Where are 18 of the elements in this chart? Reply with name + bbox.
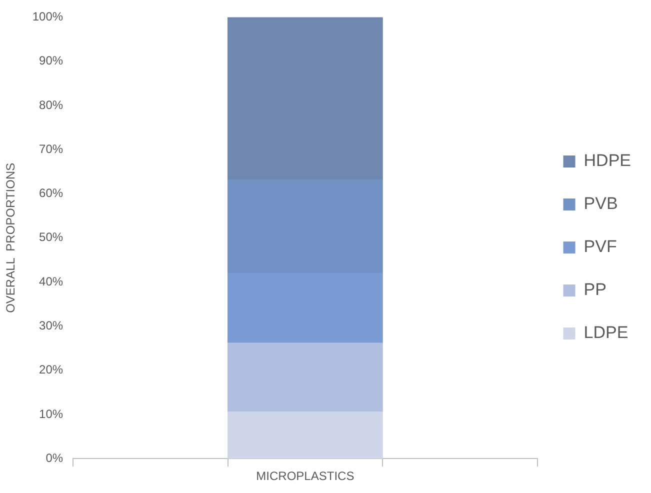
legend-label: PVF — [584, 237, 617, 256]
y-tick-label: 100% — [32, 10, 64, 24]
y-tick-label: 20% — [39, 362, 64, 377]
y-tick-label: 10% — [39, 406, 64, 421]
y-tick-label: 90% — [39, 54, 64, 68]
x-tick-label: MICROPLASTICS — [256, 469, 354, 484]
y-axis-title: OVERALL PROPORTIONS — [4, 162, 18, 313]
y-tick-label: 50% — [39, 230, 64, 244]
legend-label: PVB — [584, 194, 618, 214]
y-tick-label: 30% — [39, 318, 64, 332]
legend-label: LDPE — [584, 323, 628, 342]
y-tick-label: 40% — [39, 274, 64, 288]
y-tick-label: 0% — [46, 450, 64, 465]
legend-label: PP — [584, 280, 606, 300]
legend-label: HDPE — [584, 151, 632, 170]
y-tick-label: 70% — [39, 142, 64, 156]
y-tick-label: 60% — [39, 186, 64, 200]
y-tick-label: 80% — [39, 98, 64, 112]
